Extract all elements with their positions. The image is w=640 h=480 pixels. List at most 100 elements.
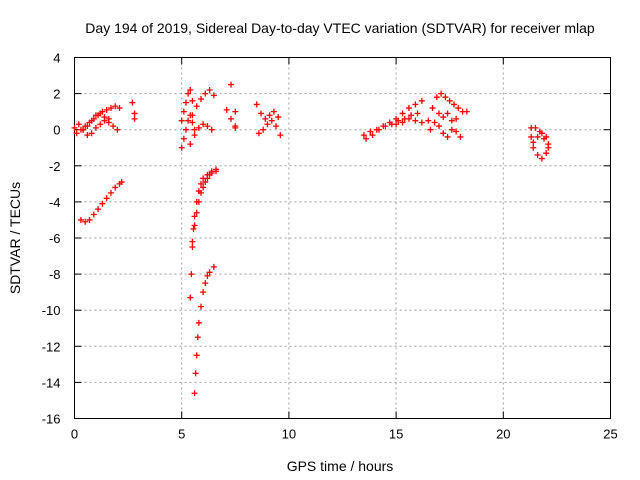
data-point (86, 216, 93, 223)
data-point (200, 289, 207, 296)
data-point (191, 126, 198, 133)
data-point (440, 114, 447, 121)
data-point (107, 105, 114, 112)
data-point (103, 195, 110, 202)
data-point (202, 280, 209, 287)
series-arc-20 (425, 90, 470, 124)
data-point (71, 124, 78, 131)
data-point (195, 198, 202, 205)
data-point (463, 108, 470, 115)
data-point (375, 126, 382, 133)
data-point (262, 115, 269, 122)
data-point (412, 101, 419, 108)
data-point (395, 117, 402, 124)
data-point (114, 126, 121, 133)
x-tick-label: 5 (178, 427, 185, 442)
data-point (202, 90, 209, 97)
data-point (538, 130, 545, 137)
data-point (433, 94, 440, 101)
series-arc-05 (129, 99, 138, 122)
data-point (273, 123, 280, 130)
data-point (189, 238, 196, 245)
series-arc-16 (255, 117, 284, 139)
data-point (103, 106, 110, 113)
data-point (534, 151, 541, 158)
data-point (210, 92, 217, 99)
data-point (260, 126, 267, 133)
data-point (534, 133, 541, 140)
data-point (431, 119, 438, 126)
y-tick-label: 0 (53, 123, 60, 138)
data-point (457, 133, 464, 140)
data-point (208, 170, 215, 177)
y-tick-label: -2 (49, 159, 61, 174)
data-point (408, 112, 415, 119)
data-point (545, 141, 552, 148)
series-arc-02 (73, 103, 123, 137)
data-point (95, 206, 102, 213)
data-point (268, 117, 275, 124)
series-arc-13 (223, 106, 239, 131)
data-point (360, 132, 367, 139)
series-arc-12 (191, 263, 217, 397)
data-point (530, 139, 537, 146)
data-point (197, 180, 204, 187)
data-point (202, 179, 209, 186)
data-point (112, 103, 119, 110)
series-arc-07 (178, 112, 198, 151)
data-point (187, 141, 194, 148)
data-point (213, 168, 220, 175)
data-point (188, 271, 195, 278)
data-point (450, 101, 457, 108)
data-point (232, 123, 239, 130)
data-point (399, 119, 406, 126)
data-point (131, 110, 138, 117)
data-point (180, 108, 187, 115)
data-point (197, 303, 204, 310)
data-point (197, 189, 204, 196)
data-point (73, 130, 80, 137)
data-point (399, 110, 406, 117)
series-arc-08 (189, 86, 217, 119)
y-tick-label: 2 (53, 87, 60, 102)
series-arc-04 (77, 179, 125, 225)
y-tick-label: -6 (49, 231, 61, 246)
series-arc-19 (393, 115, 425, 128)
data-point (538, 155, 545, 162)
y-tick-label: -14 (42, 375, 61, 390)
data-point (195, 319, 202, 326)
data-point (84, 123, 91, 130)
data-point (210, 263, 217, 270)
series-arc-11 (189, 168, 220, 245)
data-point (438, 90, 445, 97)
data-point (178, 144, 185, 151)
data-point (435, 123, 442, 130)
data-point (418, 119, 425, 126)
data-point (182, 126, 189, 133)
data-point (204, 123, 211, 130)
x-tick-labels: 0 5 10 15 20 25 (71, 427, 618, 442)
data-point (92, 124, 99, 131)
y-tick-label: 4 (53, 51, 60, 66)
data-point (455, 105, 462, 112)
y-tick-labels: -16 -14 -12 -10 -8 -6 -4 -2 0 2 4 (42, 51, 61, 427)
series-arc-06 (178, 86, 196, 124)
data-point (84, 132, 91, 139)
data-point (116, 105, 123, 112)
data-point (264, 121, 271, 128)
series-arc-14 (228, 81, 239, 130)
data-point (405, 115, 412, 122)
data-point (182, 99, 189, 106)
data-point (97, 110, 104, 117)
data-point (200, 184, 207, 191)
data-points (71, 81, 552, 397)
data-point (189, 112, 196, 119)
data-point (528, 133, 535, 140)
data-point (193, 209, 200, 216)
data-point (92, 112, 99, 119)
data-point (195, 124, 202, 131)
data-point (129, 99, 136, 106)
data-point (204, 272, 211, 279)
data-point (107, 189, 114, 196)
